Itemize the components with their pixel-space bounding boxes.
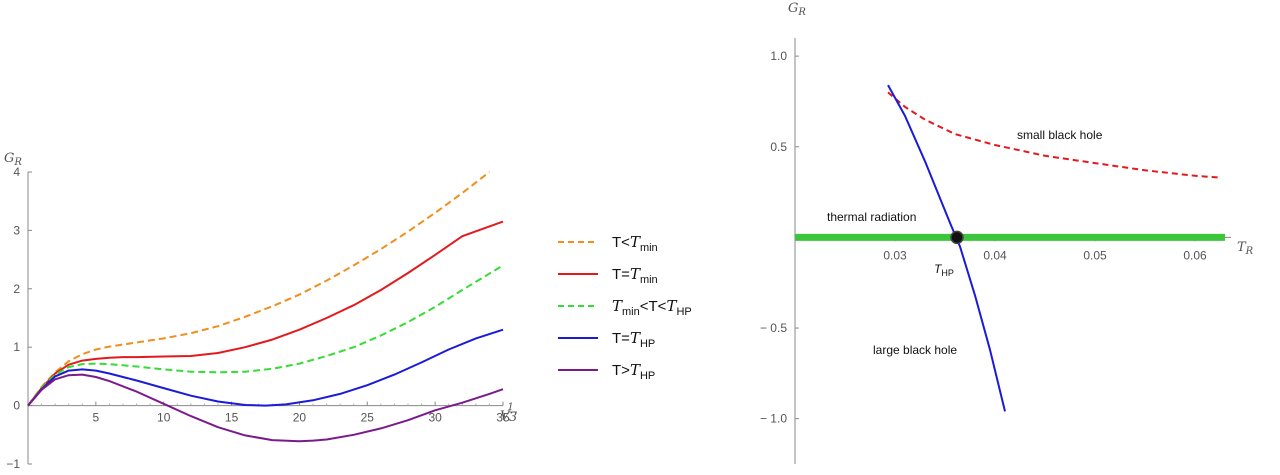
left-series-group: [27, 171, 504, 443]
left-y-tick-label: 2: [13, 282, 20, 296]
right-x-axis-label: TR: [1237, 240, 1254, 257]
left-y-axis-label: GR: [4, 151, 22, 168]
right-y-ticks: 1.0 0.5 − 0.5 − 1.0: [760, 49, 799, 426]
left-y-tick-label: 3: [13, 223, 20, 237]
right-x-tick-label: 0.06: [1183, 248, 1207, 262]
annotation-thermal-radiation: thermal radiation: [827, 210, 916, 224]
legend-label-1: T=Tmin​: [612, 265, 658, 286]
left-x-tick-label: 5: [93, 411, 100, 425]
left-x-tick-label: 30: [428, 411, 442, 425]
right-y-tick-label: − 1.0: [760, 412, 787, 426]
left-y-ticks: −1 0 1 2 3 4: [6, 165, 32, 471]
right-x-ticks: 0.03 0.04 0.05 0.06: [883, 237, 1207, 262]
left-x-tick-label: 25: [361, 411, 375, 425]
right-x-tick-label: 0.05: [1083, 248, 1107, 262]
right-series-line-0: [887, 91, 1221, 179]
legend-label-4: T>THP​: [612, 361, 655, 382]
right-series-group: [795, 84, 1225, 412]
left-series-line-0: [27, 171, 491, 407]
left-series-line-2: [27, 264, 504, 407]
right-x-tick-label: 0.03: [883, 248, 907, 262]
legend-label-2: Tmin​<T<THP​: [612, 297, 692, 318]
right-y-tick-label: − 0.5: [760, 321, 787, 335]
left-x-axis-label-denominator: 3: [509, 410, 517, 425]
left-y-tick-label: 0: [13, 399, 20, 413]
right-x-tick-label: 0.04: [983, 248, 1007, 262]
t-hp-point: [950, 230, 964, 245]
right-y-tick-label: 0.5: [770, 140, 787, 154]
annotation-large-black-hole: large black hole: [873, 343, 957, 357]
left-x-tick-label: 20: [293, 411, 307, 425]
left-y-tick-label: 4: [13, 165, 20, 179]
legend-label-3: T=THP​: [612, 329, 655, 350]
right-y-axis-label: GR: [788, 1, 806, 18]
right-chart: 0.03 0.04 0.05 0.06 1.00.5− 0.5− 1.0 GR TR …: [760, 1, 1254, 464]
left-y-tick-label: 1: [13, 340, 20, 354]
legend-label-0: T<Tmin​: [612, 233, 658, 254]
legend: T<Tmin​ T=Tmin​ Tmin​<T<THP​ T=THP​ T>THP​: [558, 233, 692, 382]
annotation-small-black-hole: small black hole: [1017, 128, 1103, 142]
left-x-tick-label: 10: [157, 411, 171, 425]
right-y-tick-label: 1.0: [770, 49, 787, 63]
left-series-line-4: [27, 373, 504, 443]
left-y-tick-label: −1: [6, 457, 20, 471]
left-x-tick-label: 15: [225, 411, 239, 425]
left-x-tick-label: 35: [496, 411, 510, 425]
left-series-line-3: [27, 328, 504, 407]
annotation-t-hp: THP: [934, 262, 954, 278]
left-series-line-1: [27, 220, 504, 407]
